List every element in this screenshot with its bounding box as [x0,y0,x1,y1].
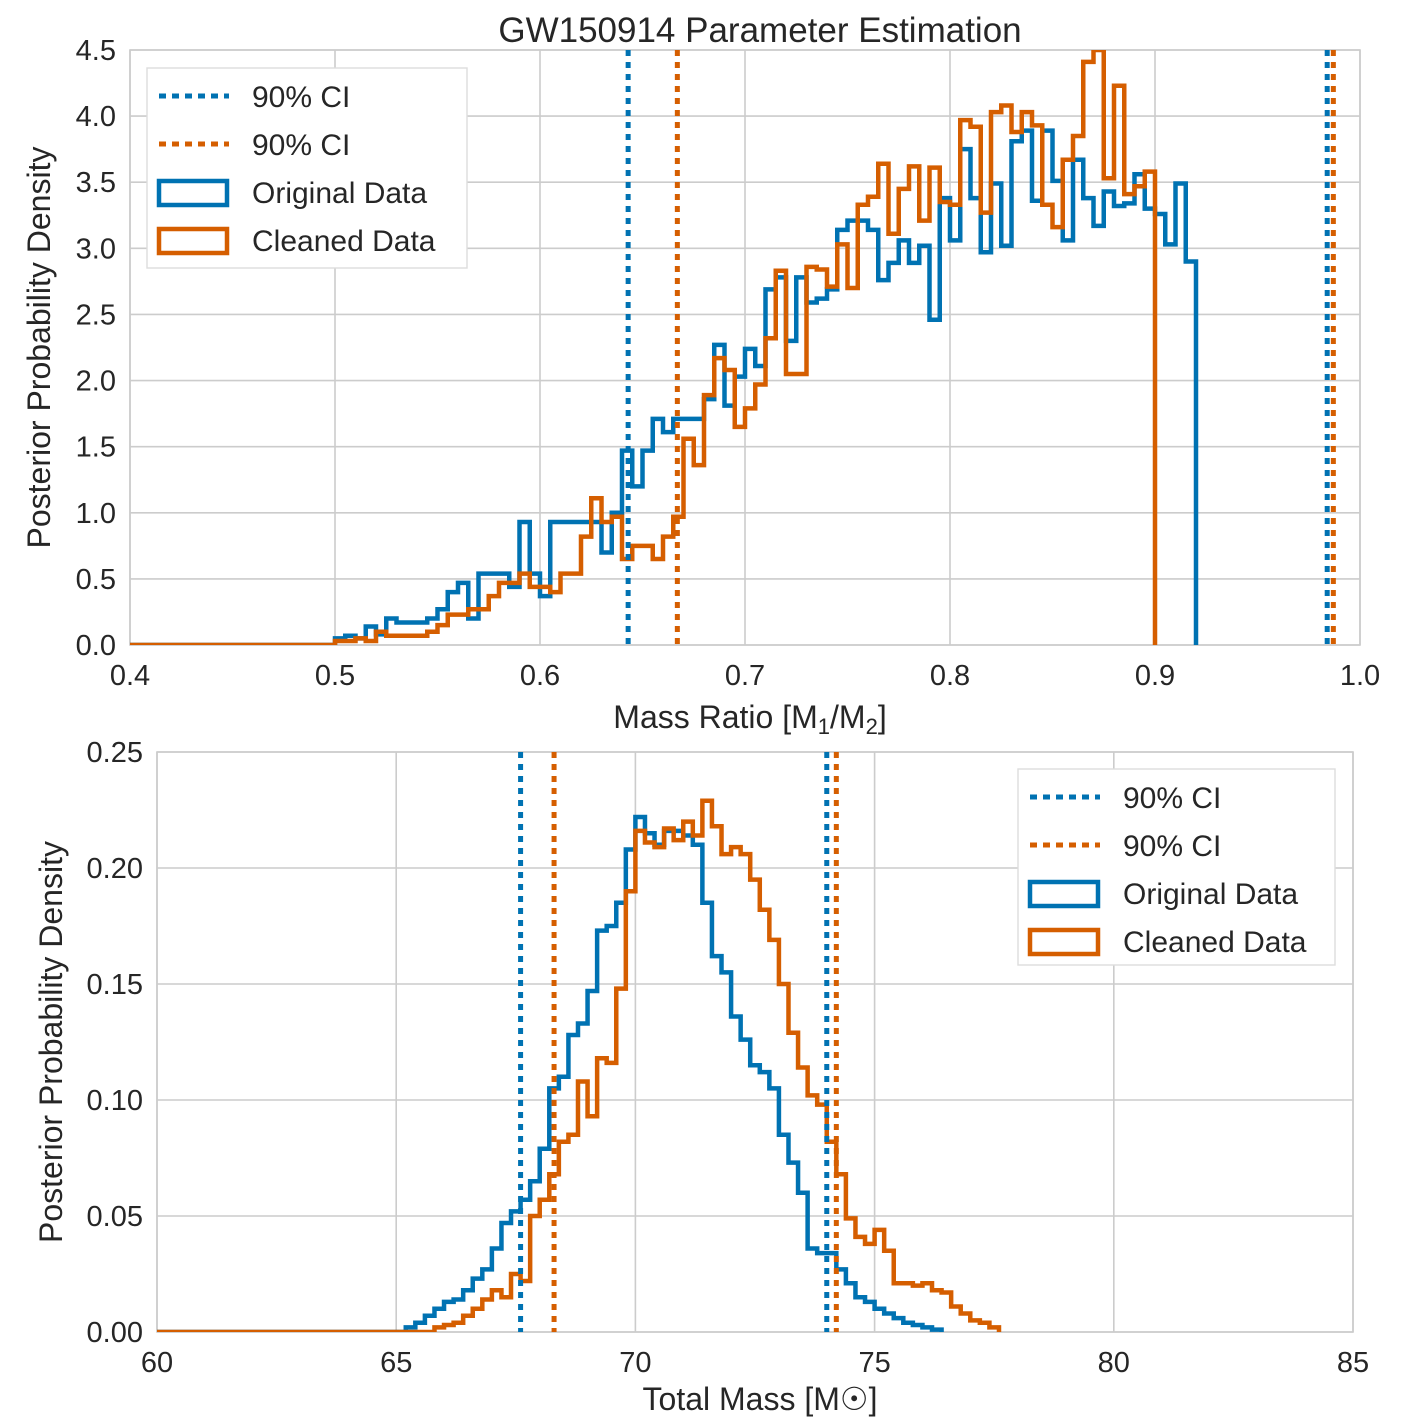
x-tick-label: 0.5 [315,660,355,692]
x-axis-label-part: ] [878,699,887,735]
y-tick-label: 3.0 [76,233,116,265]
y-axis-label: Posterior Probability Density [33,841,69,1243]
x-tick-label: 0.4 [110,660,150,692]
x-tick-label: 70 [619,1347,651,1379]
chart-panel-2: 60 65 70 75 80 85 0.00 0.05 0.10 0.15 0.20 0.25 Tota… [33,737,1369,1417]
x-axis-label-part: Total Mass [M [643,1381,840,1417]
x-tick-label: 0.9 [1135,660,1175,692]
legend-label: 90% CI [252,129,350,162]
x-axis-label-part: 1 [818,714,830,739]
plot-area [157,752,1002,1332]
y-tick-label: 3.5 [76,167,116,199]
x-tick-label: 75 [858,1347,890,1379]
x-tick-label: 0.8 [930,660,970,692]
x-tick-label: 0.7 [725,660,765,692]
x-tick-label: 85 [1337,1347,1369,1379]
y-tick-label: 2.0 [76,366,116,398]
plot-area [130,50,1336,645]
x-tick-label: 65 [380,1347,412,1379]
legend: 90% CI 90% CI Original Data Cleaned Data [146,67,468,269]
legend-handle-box [1027,927,1101,957]
x-axis-label: Total Mass [M☉] [643,1381,878,1417]
y-tick-label: 1.0 [76,498,116,530]
x-axis-label: Mass Ratio [M1/M2] [613,699,886,739]
y-tick-label: 0.05 [87,1201,143,1233]
legend-label: 90% CI [1123,830,1221,863]
legend-label: 90% CI [1123,782,1221,815]
x-tick-label: 0.6 [520,660,560,692]
chart-panel-1: 0.4 0.5 0.6 0.7 0.8 0.9 1.0 0.0 0.5 1.0 1.5 2.0 2.5 3… [21,11,1380,739]
legend-handle-box [156,178,230,208]
plot-frame [129,49,1361,646]
histogram-original-data [403,814,944,1332]
y-tick-label: 4.5 [76,35,116,67]
y-tick-label: 0.25 [87,737,143,769]
x-axis-label-part: ☉ [840,1381,869,1417]
y-tick-label: 0.5 [76,564,116,596]
y-tick-label: 1.5 [76,432,116,464]
x-axis-label-part: ] [869,1381,878,1417]
chart-title: GW150914 Parameter Estimation [498,11,1021,50]
y-tick-label: 0.20 [87,853,143,885]
y-tick-label: 0.15 [87,969,143,1001]
x-axis-label-part: Mass Ratio [M [613,699,817,735]
x-tick-label: 80 [1098,1347,1130,1379]
legend-label: Original Data [1123,878,1298,911]
x-axis-label-part: /M [830,699,866,735]
legend-handle-box [1027,879,1101,909]
histogram-cleaned-data [432,798,1002,1332]
legend-label: Original Data [252,177,427,210]
y-tick-label: 0.10 [87,1085,143,1117]
legend-label: 90% CI [252,81,350,114]
histogram-cleaned-data [332,50,1158,645]
y-tick-label: 4.0 [76,101,116,133]
y-axis-label: Posterior Probability Density [21,147,57,549]
y-tick-label: 0.00 [87,1317,143,1349]
x-tick-label: 1.0 [1340,660,1380,692]
plot-frame [156,751,1354,1333]
x-axis-label-part: 2 [866,714,878,739]
legend-box [146,67,468,269]
legend-label: Cleaned Data [1123,926,1307,959]
y-tick-label: 0.0 [76,630,116,662]
legend-label: Cleaned Data [252,225,436,258]
legend-box [1017,768,1336,966]
x-tick-label: 60 [141,1347,173,1379]
legend: 90% CI 90% CI Original Data Cleaned Data [1017,768,1336,966]
legend-handle-box [156,226,230,256]
y-tick-label: 2.5 [76,299,116,331]
